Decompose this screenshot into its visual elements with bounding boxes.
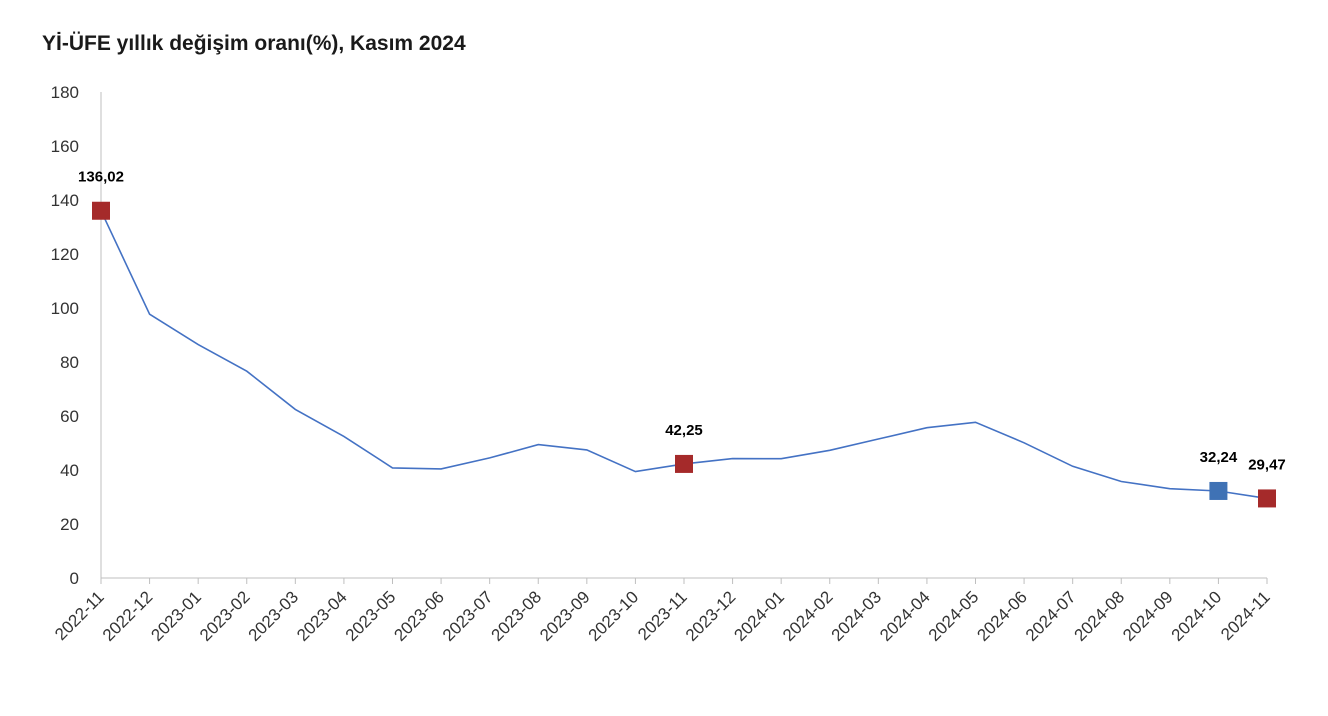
data-point-marker xyxy=(675,454,693,473)
x-tick-label: 2024-06 xyxy=(973,587,1031,645)
x-tick-label: 2023-11 xyxy=(634,587,691,644)
y-tick-label: 0 xyxy=(70,569,79,588)
x-tick-label: 2024-11 xyxy=(1217,587,1274,644)
x-tick-label: 2024-03 xyxy=(828,587,886,645)
x-tick-label: 2023-07 xyxy=(439,587,497,645)
x-tick-label: 2022-12 xyxy=(99,587,157,645)
x-tick-label: 2024-09 xyxy=(1119,587,1177,645)
chart-title: Yİ-ÜFE yıllık değişim oranı(%), Kasım 20… xyxy=(42,32,466,55)
x-tick-label: 2023-04 xyxy=(293,587,351,645)
x-tick-label: 2023-03 xyxy=(245,587,303,645)
data-label: 32,24 xyxy=(1200,449,1238,466)
x-tick-label: 2024-04 xyxy=(876,587,934,645)
y-tick-label: 160 xyxy=(51,137,79,156)
data-label: 42,25 xyxy=(665,422,703,439)
x-tick-label: 2023-12 xyxy=(682,587,740,645)
axes xyxy=(100,92,1267,579)
y-tick-label: 180 xyxy=(51,83,79,102)
y-tick-label: 100 xyxy=(51,299,79,318)
data-point-marker xyxy=(92,201,110,220)
y-tick-label: 140 xyxy=(51,191,79,210)
y-tick-label: 20 xyxy=(60,515,79,534)
x-tick-label: 2024-10 xyxy=(1168,587,1226,645)
x-tick-label: 2022-11 xyxy=(51,587,108,644)
x-tick-label: 2023-05 xyxy=(342,587,400,645)
x-tick-label: 2023-09 xyxy=(536,587,594,645)
x-tick-label: 2024-01 xyxy=(730,587,788,645)
x-tick-label: 2024-07 xyxy=(1022,587,1080,645)
x-tick-label: 2024-05 xyxy=(925,587,983,645)
y-tick-label: 120 xyxy=(51,245,79,264)
x-tick-label: 2024-08 xyxy=(1071,587,1129,645)
y-tick-label: 60 xyxy=(60,407,79,426)
data-label: 29,47 xyxy=(1248,456,1286,473)
data-label: 136,02 xyxy=(78,169,124,186)
data-point-marker xyxy=(1258,489,1276,508)
data-point-marker xyxy=(1209,481,1228,500)
data-labels: 136,02 42,25 32,24 29,47 xyxy=(78,169,1286,474)
data-markers xyxy=(92,201,1276,508)
y-tick-label: 40 xyxy=(60,461,79,480)
x-tick-label: 2023-01 xyxy=(147,587,205,645)
x-tick-label: 2023-08 xyxy=(488,587,546,645)
y-tick-label: 80 xyxy=(60,353,79,372)
x-tick-label: 2023-10 xyxy=(585,587,643,645)
x-tick-label: 2024-02 xyxy=(779,587,837,645)
x-tick-label: 2023-06 xyxy=(390,587,448,645)
x-tick-label: 2023-02 xyxy=(196,587,254,645)
x-axis-ticks: 2022-112022-122023-012023-022023-032023-… xyxy=(51,578,1274,645)
y-axis-ticks: 0 20 40 60 80 100 120 140 160 180 xyxy=(51,83,79,588)
